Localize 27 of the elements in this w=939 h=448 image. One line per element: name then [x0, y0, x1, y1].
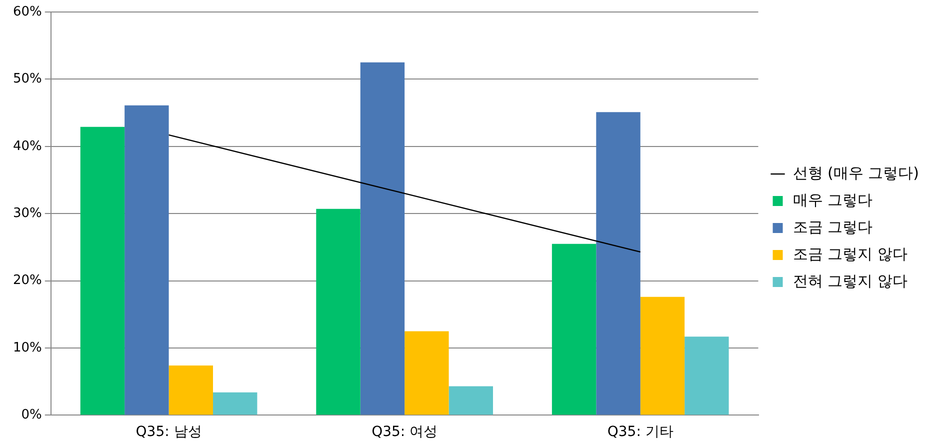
y-tick-label: 20% — [12, 273, 42, 288]
bar — [596, 112, 640, 415]
legend-label: 전혀 그렇지 않다 — [792, 272, 908, 290]
bar — [316, 208, 360, 415]
bar — [80, 126, 125, 415]
bar — [684, 336, 729, 415]
legend-label: 매우 그렇다 — [792, 190, 873, 209]
bar — [448, 386, 493, 415]
x-tick-label: Q35: 기타 — [607, 424, 674, 440]
y-tick-label: 0% — [21, 408, 42, 423]
y-tick-label: 50% — [12, 72, 42, 87]
x-tick-label: Q35: 남성 — [136, 424, 202, 440]
y-tick-label: 40% — [12, 138, 42, 154]
bar — [640, 296, 685, 415]
x-tick-label: Q35: 여성 — [372, 424, 438, 440]
bar — [552, 244, 596, 415]
legend-label: 조금 그렇지 않다 — [792, 244, 908, 263]
legend-label: 조금 그렇다 — [792, 218, 873, 236]
bar — [404, 331, 449, 415]
y-tick-label: 60% — [12, 4, 42, 20]
legend-label: 선형 (매우 그렇다) — [792, 164, 920, 182]
bar — [213, 392, 258, 415]
bar — [360, 62, 405, 415]
bar — [124, 105, 169, 415]
y-tick-label: 10% — [12, 340, 42, 356]
y-tick-label: 30% — [12, 206, 42, 221]
bar — [168, 365, 213, 415]
